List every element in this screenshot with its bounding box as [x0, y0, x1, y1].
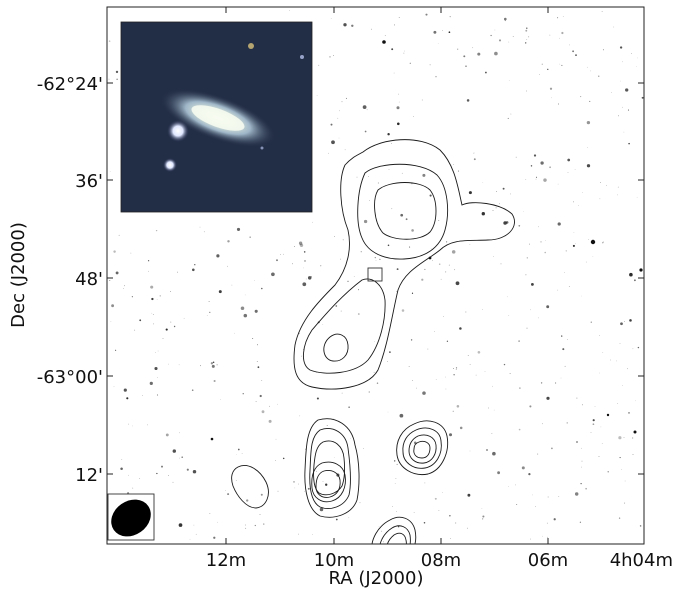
radio-contours — [231, 139, 515, 544]
bright-star — [167, 120, 189, 142]
contour-south-2 — [309, 428, 351, 509]
x-axis-label: RA (J2000) — [329, 568, 424, 589]
source-marker-box — [367, 267, 383, 282]
y-tick-label: 12' — [75, 465, 103, 486]
contour-main-inner — [374, 182, 437, 240]
contour-tail-inner — [323, 333, 349, 362]
beam-box — [107, 493, 155, 541]
contour-south-4 — [311, 461, 346, 503]
galaxy-inset — [120, 21, 313, 213]
contour-east-1 — [396, 420, 449, 476]
y-tick-label: -62°24' — [37, 74, 103, 95]
contour-west — [231, 465, 269, 509]
contour-east-3 — [408, 434, 437, 464]
contour-main-mid — [357, 163, 449, 260]
contour-tail-outer — [303, 278, 386, 374]
contour-south-3 — [313, 440, 346, 496]
contour-bottom-3 — [386, 532, 407, 544]
x-tick-label: 06m — [528, 550, 568, 571]
x-tick-label: 10m — [314, 550, 354, 571]
contour-south-1 — [304, 418, 360, 518]
beam-ellipse — [111, 499, 151, 537]
x-tick-label: 08m — [421, 550, 461, 571]
tick-marks — [107, 7, 645, 544]
y-axis-label: Dec (J2000) — [8, 222, 29, 328]
contour-bottom-1 — [371, 516, 417, 544]
x-tick-label: 4h04m — [610, 550, 673, 571]
contour-east-2 — [402, 427, 442, 469]
star — [163, 158, 177, 172]
background-stars — [108, 10, 644, 543]
contour-south-5 — [315, 470, 341, 498]
y-tick-label: 48' — [75, 269, 103, 290]
contour-east-4 — [413, 440, 431, 459]
contour-main-outer — [293, 139, 515, 390]
y-tick-label: 36' — [75, 171, 103, 192]
x-tick-label: 12m — [206, 550, 246, 571]
plot-frame — [106, 6, 645, 545]
contour-bottom-2 — [379, 525, 411, 544]
y-tick-label: -63°00' — [37, 367, 103, 388]
